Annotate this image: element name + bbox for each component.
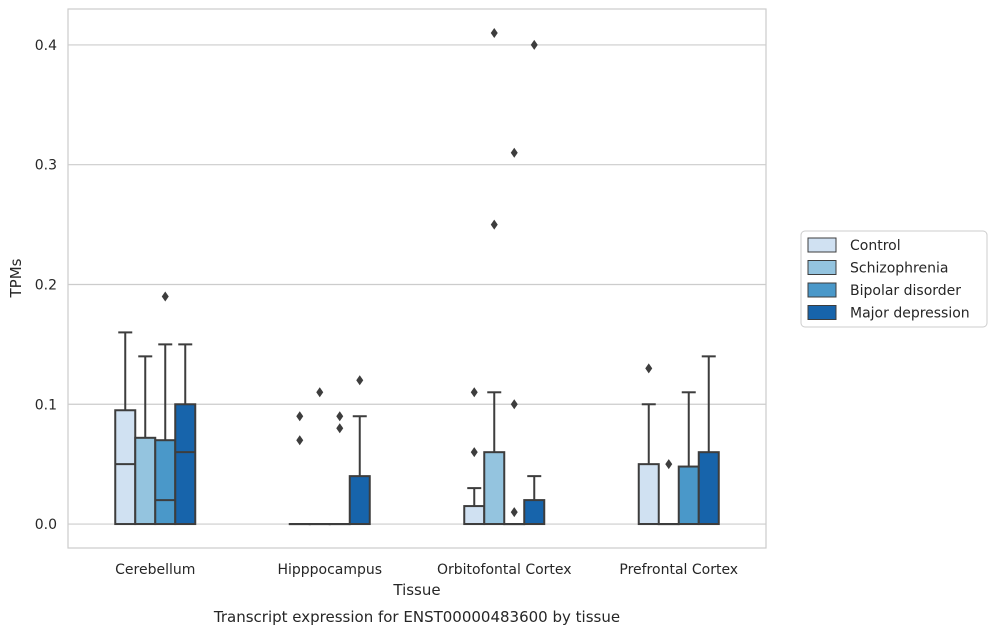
outlier-point — [336, 411, 344, 422]
outlier-point — [470, 387, 478, 398]
x-axis-ticks: Cerebellum Hipppocampus Orbitofontal Corte… — [115, 562, 738, 578]
outlier-point — [336, 423, 344, 434]
box-group — [637, 363, 660, 526]
box-group — [134, 355, 157, 526]
y-tick-label: 0.3 — [35, 158, 57, 174]
box — [637, 463, 660, 526]
box-group — [348, 375, 371, 526]
box-group — [174, 343, 197, 526]
box-group — [697, 355, 720, 526]
legend-label: Bipolar disorder — [850, 283, 961, 299]
x-axis-label: Tissue — [392, 581, 440, 599]
x-tick-label: Prefrontal Cortex — [619, 562, 738, 578]
box — [697, 451, 720, 526]
box — [114, 409, 137, 526]
outlier-point — [296, 411, 304, 422]
box — [523, 499, 546, 526]
legend-label: Major depression — [850, 306, 970, 322]
outlier-point — [665, 459, 673, 470]
y-tick-label: 0.1 — [35, 397, 57, 413]
chart-caption: Transcript expression for ENST0000048360… — [213, 608, 620, 626]
x-tick-label: Hipppocampus — [277, 562, 382, 578]
outlier-point — [490, 27, 498, 38]
legend-frame — [800, 230, 988, 328]
box — [134, 436, 157, 526]
outlier-point — [316, 387, 324, 398]
y-tick-label: 0.2 — [35, 277, 57, 293]
outlier-point — [530, 39, 538, 50]
box-group — [328, 411, 351, 526]
outlier-point — [510, 399, 518, 410]
outlier-point — [356, 375, 364, 386]
box — [348, 475, 371, 526]
legend: Control Schizophrenia Bipolar disorder Majo… — [800, 230, 988, 328]
outlier-point — [296, 435, 304, 446]
boxes — [114, 27, 720, 526]
x-tick-label: Orbitofontal Cortex — [437, 562, 572, 578]
outlier-point — [510, 507, 518, 518]
outlier-point — [161, 291, 169, 302]
box — [174, 403, 197, 526]
outlier-point — [490, 219, 498, 230]
box-group — [483, 27, 506, 526]
legend-swatch — [807, 260, 837, 275]
y-tick-label: 0.0 — [35, 517, 57, 533]
box — [154, 439, 177, 526]
outlier-point — [645, 363, 653, 374]
legend-swatch — [807, 237, 837, 253]
outlier-point — [510, 147, 518, 158]
box — [463, 505, 486, 526]
box-group — [677, 391, 700, 526]
box — [677, 465, 700, 526]
y-axis-ticks: 0.0 0.1 0.2 0.3 0.4 — [35, 38, 57, 533]
box-group — [523, 39, 546, 526]
box — [483, 451, 506, 526]
legend-label: Schizophrenia — [850, 261, 948, 277]
y-axis-label: TPMs — [7, 258, 25, 298]
legend-swatch — [807, 305, 837, 320]
legend-label: Control — [850, 238, 901, 254]
outlier-point — [470, 447, 478, 458]
box-group — [154, 291, 177, 526]
y-tick-label: 0.4 — [35, 38, 57, 54]
x-tick-label: Cerebellum — [115, 562, 195, 578]
legend-swatch — [807, 282, 837, 298]
box-group — [463, 387, 486, 526]
